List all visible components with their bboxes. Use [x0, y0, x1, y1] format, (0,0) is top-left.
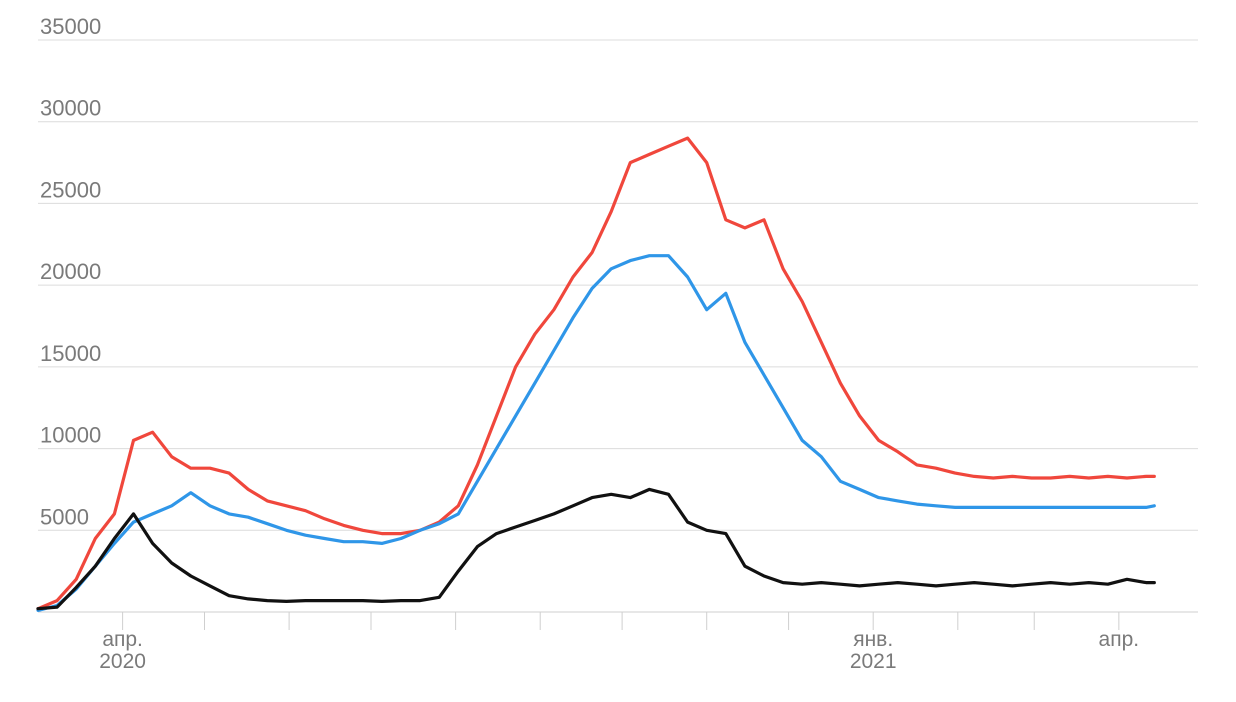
- x-tick-label: апр.: [102, 628, 143, 651]
- series-lines: [36, 136, 1156, 613]
- y-tick-label: 25000: [40, 177, 101, 202]
- y-tick-label: 5000: [40, 504, 89, 529]
- series-line-3: [36, 487, 1156, 611]
- y-tick-label: 30000: [40, 96, 101, 121]
- gridlines: [38, 39, 1198, 531]
- y-tick-label: 35000: [40, 14, 101, 39]
- series-line-2: [36, 254, 1156, 613]
- y-axis-ticks: 5000 10000 15000 20000 25000 30000 35000: [40, 14, 101, 529]
- y-tick-label: 15000: [40, 341, 101, 366]
- y-tick-label: 10000: [40, 423, 101, 448]
- x-tick-label: апр.: [1099, 628, 1140, 651]
- series-line-1: [36, 136, 1156, 611]
- y-tick-label: 20000: [40, 259, 101, 284]
- x-tick-label: янв.: [853, 628, 893, 651]
- x-tick-year-label: 2020: [99, 650, 146, 673]
- x-tick-year-label: 2021: [850, 650, 897, 673]
